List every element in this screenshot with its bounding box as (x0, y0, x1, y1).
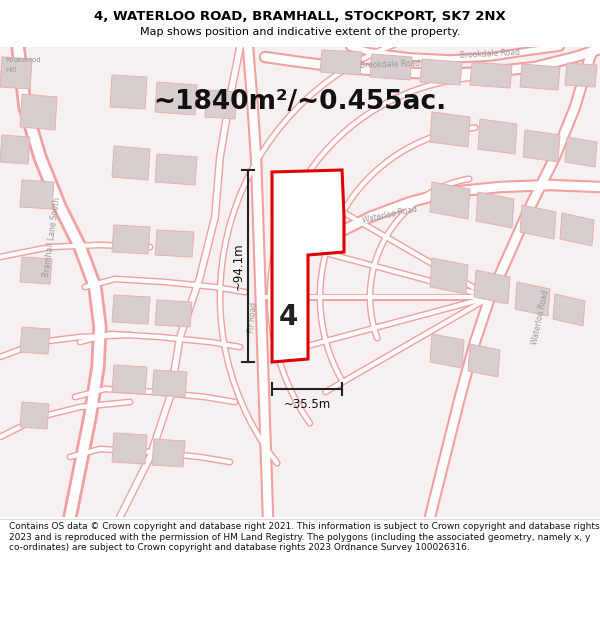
Polygon shape (112, 433, 147, 464)
Text: Bramhall Lane South: Bramhall Lane South (42, 197, 62, 278)
Polygon shape (560, 213, 594, 246)
Polygon shape (155, 154, 197, 185)
Polygon shape (205, 90, 237, 119)
Polygon shape (474, 270, 510, 304)
Polygon shape (430, 334, 464, 368)
Polygon shape (523, 130, 560, 162)
Polygon shape (20, 257, 52, 284)
Polygon shape (430, 258, 468, 294)
Polygon shape (565, 137, 597, 167)
Text: 4: 4 (278, 303, 298, 331)
Polygon shape (468, 344, 500, 377)
Polygon shape (430, 112, 470, 147)
Polygon shape (112, 146, 150, 180)
Polygon shape (520, 205, 556, 239)
Polygon shape (420, 59, 462, 85)
Polygon shape (155, 82, 197, 115)
Polygon shape (152, 370, 187, 397)
Polygon shape (20, 94, 57, 130)
Polygon shape (515, 282, 550, 316)
Polygon shape (0, 135, 30, 164)
Polygon shape (476, 192, 514, 228)
Polygon shape (155, 300, 192, 327)
Polygon shape (470, 62, 512, 88)
Polygon shape (520, 64, 560, 90)
Polygon shape (152, 439, 185, 467)
Polygon shape (20, 180, 54, 209)
Text: Brookdale Road: Brookdale Road (460, 48, 520, 60)
Polygon shape (112, 225, 150, 254)
Polygon shape (320, 50, 362, 75)
Text: ~1840m²/~0.455ac.: ~1840m²/~0.455ac. (154, 89, 446, 115)
Polygon shape (478, 119, 517, 154)
Text: Hill: Hill (5, 67, 16, 73)
Polygon shape (553, 294, 585, 326)
Text: Rookwood: Rookwood (5, 57, 41, 63)
Polygon shape (20, 327, 50, 354)
Text: ~94.1m: ~94.1m (232, 242, 245, 290)
Polygon shape (112, 365, 147, 394)
Text: Contains OS data © Crown copyright and database right 2021. This information is : Contains OS data © Crown copyright and d… (9, 522, 599, 552)
Text: ~35.5m: ~35.5m (283, 399, 331, 411)
Text: Waterloo Road: Waterloo Road (530, 289, 550, 345)
Text: Map shows position and indicative extent of the property.: Map shows position and indicative extent… (140, 27, 460, 37)
Polygon shape (112, 295, 150, 324)
Text: Waterloo Road: Waterloo Road (362, 205, 418, 225)
Polygon shape (370, 54, 412, 80)
Polygon shape (565, 63, 597, 87)
Polygon shape (155, 230, 194, 257)
Polygon shape (272, 170, 344, 362)
Text: Brookdale Road: Brookdale Road (360, 59, 420, 69)
Text: 4, WATERLOO ROAD, BRAMHALL, STOCKPORT, SK7 2NX: 4, WATERLOO ROAD, BRAMHALL, STOCKPORT, S… (94, 11, 506, 23)
Polygon shape (20, 402, 49, 429)
Polygon shape (430, 182, 470, 219)
Text: Fir Road: Fir Road (247, 301, 259, 333)
Polygon shape (0, 57, 32, 89)
Polygon shape (110, 75, 147, 109)
